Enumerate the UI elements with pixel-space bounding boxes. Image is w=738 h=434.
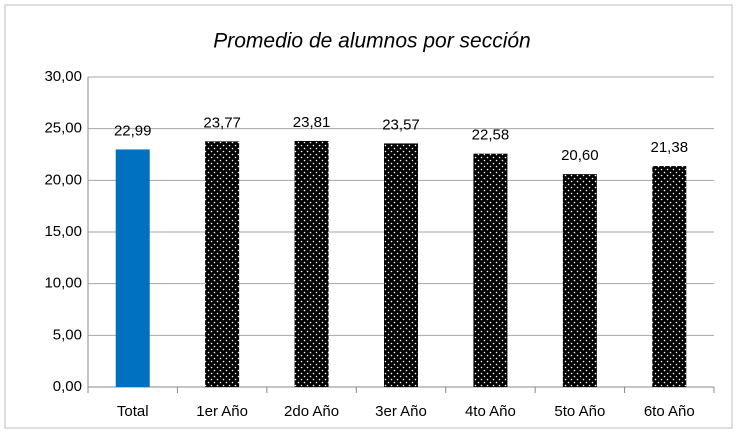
x-tick-label: 4to Año	[465, 403, 516, 420]
x-tick-label: 2do Año	[284, 403, 339, 420]
y-tick-label: 20,00	[44, 171, 82, 188]
value-label: 23,81	[293, 114, 331, 131]
y-tick-label: 0,00	[53, 378, 82, 395]
chart-border	[4, 4, 733, 429]
x-tick-label: 6to Año	[644, 403, 695, 420]
value-label: 23,77	[203, 114, 241, 131]
y-tick-label: 10,00	[44, 275, 82, 292]
value-label: 22,58	[472, 127, 510, 144]
bar	[562, 174, 597, 387]
x-tick-label: 3er Año	[375, 403, 427, 420]
x-tick-label: Total	[117, 403, 149, 420]
x-tick-label: 1er Año	[196, 403, 248, 420]
bar	[294, 140, 329, 387]
x-tick-label: 5to Año	[554, 403, 605, 420]
bar	[473, 153, 508, 387]
bar	[652, 166, 687, 387]
bar	[115, 149, 150, 387]
chart-title: Promedio de alumnos por sección	[213, 30, 531, 53]
y-tick-label: 30,00	[44, 68, 82, 85]
value-label: 22,99	[114, 122, 152, 139]
value-label: 23,57	[382, 116, 420, 133]
bar	[384, 143, 418, 387]
value-label: 21,38	[651, 139, 689, 156]
y-tick-label: 5,00	[53, 326, 82, 343]
y-tick-label: 25,00	[44, 120, 82, 137]
bar	[205, 141, 240, 387]
value-label: 20,60	[561, 147, 599, 164]
y-tick-label: 15,00	[44, 223, 82, 240]
